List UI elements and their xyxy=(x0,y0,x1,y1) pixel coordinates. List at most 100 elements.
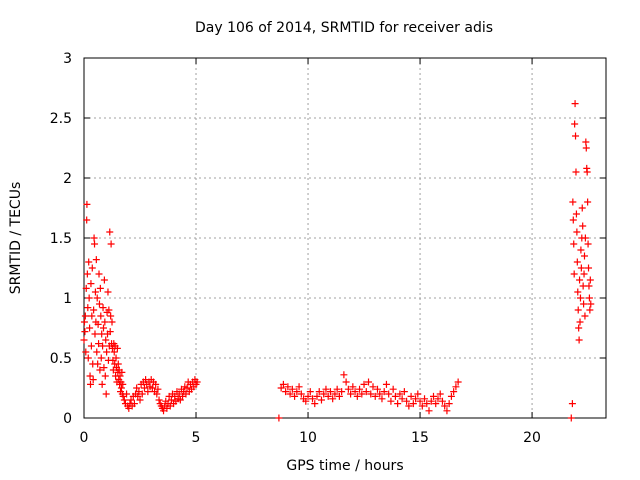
data-point xyxy=(89,376,97,384)
data-point xyxy=(445,400,453,408)
data-point xyxy=(436,390,444,398)
data-point xyxy=(400,388,408,396)
data-point xyxy=(120,396,128,404)
data-point xyxy=(335,392,343,400)
data-point xyxy=(342,378,350,386)
data-point xyxy=(356,385,364,393)
data-point xyxy=(101,318,109,326)
data-point xyxy=(421,395,429,403)
data-point xyxy=(154,385,162,393)
data-point xyxy=(389,385,397,393)
data-point xyxy=(572,210,580,218)
data-point xyxy=(275,414,283,422)
data-point xyxy=(407,392,415,400)
data-point xyxy=(127,396,135,404)
data-point xyxy=(84,304,92,312)
data-point xyxy=(91,240,99,248)
data-point xyxy=(569,216,577,224)
data-point xyxy=(584,198,592,206)
data-point xyxy=(167,396,175,404)
data-point xyxy=(585,294,593,302)
data-point xyxy=(95,300,103,308)
data-point xyxy=(586,276,594,284)
data-point xyxy=(153,390,161,398)
data-point xyxy=(329,395,337,403)
data-point xyxy=(88,312,96,320)
data-point xyxy=(340,371,348,379)
data-point xyxy=(95,270,103,278)
data-point xyxy=(405,402,413,410)
data-point xyxy=(580,270,588,278)
data-point xyxy=(291,392,299,400)
data-point xyxy=(572,132,580,140)
data-point xyxy=(93,348,101,356)
data-point xyxy=(582,138,590,146)
data-point xyxy=(103,348,111,356)
data-point xyxy=(99,342,107,350)
data-point xyxy=(418,402,426,410)
data-point xyxy=(423,400,431,408)
data-point xyxy=(573,258,581,266)
data-point xyxy=(176,396,184,404)
data-point xyxy=(351,388,359,396)
data-point xyxy=(284,383,292,391)
data-point xyxy=(82,284,90,292)
data-point xyxy=(447,392,455,400)
data-point xyxy=(108,318,116,326)
data-point xyxy=(580,252,588,260)
data-point xyxy=(585,282,593,290)
data-point xyxy=(277,384,285,392)
plot-area-border xyxy=(83,57,607,419)
data-point xyxy=(414,390,422,398)
data-point xyxy=(107,312,115,320)
data-point xyxy=(84,354,92,362)
data-point xyxy=(577,264,585,272)
data-point xyxy=(104,288,112,296)
data-point xyxy=(99,304,107,312)
data-point xyxy=(570,240,578,248)
data-point xyxy=(117,384,125,392)
data-point xyxy=(391,392,399,400)
data-point xyxy=(333,385,341,393)
data-point xyxy=(573,228,581,236)
data-point xyxy=(309,395,317,403)
data-point xyxy=(86,380,94,388)
data-point xyxy=(134,392,142,400)
data-point xyxy=(94,320,102,328)
data-point xyxy=(286,390,294,398)
data-point xyxy=(306,388,314,396)
data-point xyxy=(580,300,588,308)
data-point xyxy=(183,384,191,392)
y-tick-label: 2 xyxy=(63,171,72,187)
data-point xyxy=(378,395,386,403)
data-point xyxy=(80,336,88,344)
data-points xyxy=(80,100,595,422)
data-point xyxy=(87,342,95,350)
data-point xyxy=(452,383,460,391)
data-point xyxy=(568,400,576,408)
data-point xyxy=(578,204,586,212)
x-axis-label: GPS time / hours xyxy=(286,458,403,474)
data-point xyxy=(569,198,577,206)
data-point xyxy=(338,388,346,396)
data-point xyxy=(362,388,370,396)
data-point xyxy=(324,392,332,400)
data-point xyxy=(92,256,100,264)
data-point xyxy=(81,312,89,320)
data-point xyxy=(571,120,579,128)
y-tick-label: 1 xyxy=(63,291,72,307)
data-point xyxy=(152,380,160,388)
data-point xyxy=(87,280,95,288)
data-point xyxy=(581,312,589,320)
y-tick-label: 0.5 xyxy=(50,351,72,367)
data-point xyxy=(282,388,290,396)
data-point xyxy=(88,264,96,272)
data-point xyxy=(123,390,131,398)
data-point xyxy=(586,306,594,314)
data-point xyxy=(587,300,595,308)
data-point xyxy=(83,270,91,278)
y-tick-label: 3 xyxy=(63,51,72,67)
data-point xyxy=(113,344,121,352)
data-point xyxy=(110,348,118,356)
